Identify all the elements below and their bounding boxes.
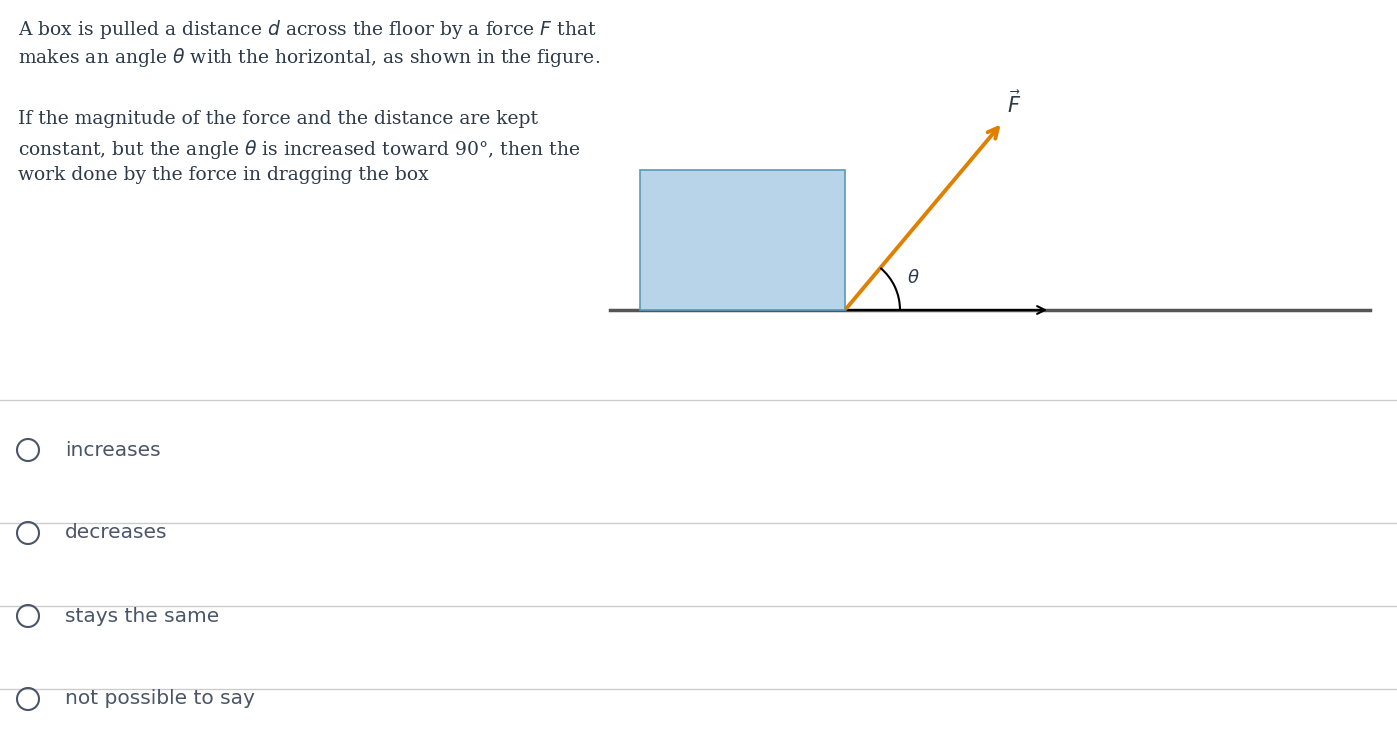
Text: work done by the force in dragging the box: work done by the force in dragging the b… — [18, 166, 429, 184]
Text: increases: increases — [66, 441, 161, 459]
Text: decreases: decreases — [66, 524, 168, 542]
Text: not possible to say: not possible to say — [66, 690, 254, 709]
Text: $\theta$: $\theta$ — [907, 269, 919, 288]
Text: stays the same: stays the same — [66, 606, 219, 626]
Text: $\vec{F}$: $\vec{F}$ — [1007, 91, 1021, 117]
Bar — [640, 170, 845, 310]
Text: If the magnitude of the force and the distance are kept: If the magnitude of the force and the di… — [18, 110, 538, 128]
Text: A box is pulled a distance $d$ across the floor by a force $F$ that: A box is pulled a distance $d$ across th… — [18, 18, 597, 41]
Text: constant, but the angle $\theta$ is increased toward 90°, then the: constant, but the angle $\theta$ is incr… — [18, 138, 580, 161]
Text: makes an angle $\theta$ with the horizontal, as shown in the figure.: makes an angle $\theta$ with the horizon… — [18, 46, 601, 69]
